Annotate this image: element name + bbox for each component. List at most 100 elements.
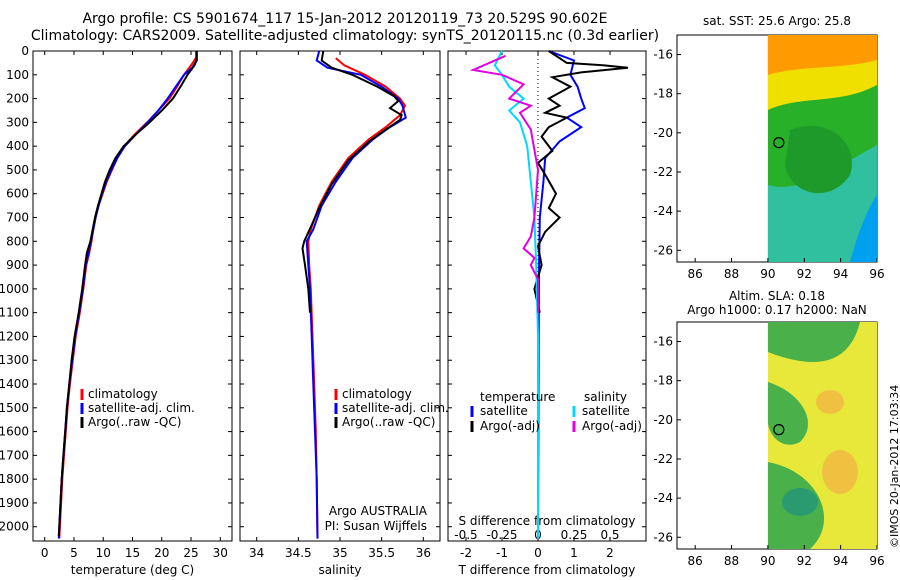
temperature-profile-frame — [32, 50, 233, 542]
map-x-tick-label: 94 — [833, 554, 848, 568]
legend-label: satellite — [480, 404, 528, 418]
top-axis-label: S difference from climatology — [459, 514, 636, 528]
sst-eddy — [785, 126, 852, 194]
map-y-tick-label: -24 — [653, 204, 673, 218]
series-line-s-argo-adj- — [469, 54, 540, 313]
salinity-profile-frame — [239, 50, 441, 542]
annotation-line: PI: Susan Wijffels — [325, 519, 427, 533]
sla-teal-spot — [782, 488, 818, 516]
x-tick-label: 2 — [606, 546, 614, 560]
legend-label: satellite — [582, 404, 630, 418]
map-x-tick-label: 86 — [688, 267, 703, 281]
s-tick-label: 0.25 — [561, 528, 588, 542]
y-tick-label: 300 — [6, 115, 29, 129]
series-line-argo-raw-qc- — [57, 51, 198, 537]
sla-map-title-1: Altim. SLA: 0.18 — [729, 289, 825, 303]
x-tick-label: 0 — [534, 546, 542, 560]
legend-label: Argo(..raw -QC) — [342, 415, 435, 429]
x-tick-label: 35.5 — [368, 546, 395, 560]
series-line-s-satellite — [493, 50, 539, 539]
series-line-t-argo-adj- — [533, 50, 629, 313]
legend-label: Argo(-adj) — [480, 419, 540, 433]
s-tick-label: 0.5 — [600, 528, 619, 542]
map-y-tick-label: -18 — [653, 374, 673, 388]
x-tick-label: 30 — [213, 546, 228, 560]
sla-low-north — [767, 322, 860, 362]
x-tick-label: 1 — [570, 546, 578, 560]
map-x-tick-label: 92 — [797, 554, 812, 568]
y-tick-label: 1300 — [0, 353, 29, 367]
legend-title-salinity: salinity — [584, 390, 627, 404]
difference-profile-frame — [447, 50, 647, 542]
y-tick-label: 700 — [6, 211, 29, 225]
legend-title-temperature: temperature — [480, 390, 555, 404]
legend-label: Argo(-adj) — [582, 419, 642, 433]
footer-credit: ©IMOS 20-Jan-2012 17:03:34 — [888, 384, 900, 548]
legend-label: satellite-adj. clim. — [88, 401, 195, 415]
y-tick-label: 600 — [6, 187, 29, 201]
sst-warm-band — [767, 35, 877, 75]
map-y-tick-label: -20 — [653, 413, 673, 427]
legend-label: satellite-adj. clim. — [342, 401, 449, 415]
page-header: Argo profile: CS 5901674_117 15-Jan-2012… — [0, 11, 690, 45]
map-y-tick-label: -22 — [653, 165, 673, 179]
x-tick-label: 15 — [125, 546, 140, 560]
title-line-1: Argo profile: CS 5901674_117 15-Jan-2012… — [82, 11, 608, 27]
map-y-tick-label: -18 — [653, 87, 673, 101]
y-tick-label: 1400 — [0, 377, 29, 391]
map-x-tick-label: 92 — [797, 267, 812, 281]
salinity-profile-panel: 34 34.5 35 35.5 36 salinity climatologysatelli… — [239, 50, 449, 577]
legend-label: Argo(..raw -QC) — [88, 415, 181, 429]
y-tick-label: 100 — [6, 68, 29, 82]
sst-map: sat. SST: 25.6 Argo: 25.8 86 88 90 92 94 96 -16… — [653, 14, 884, 281]
map-y-tick-label: -16 — [653, 48, 673, 62]
series-line-argo-raw-qc- — [301, 50, 403, 313]
sla-high-spot — [822, 450, 858, 494]
map-y-tick-label: -20 — [653, 126, 673, 140]
map-y-tick-label: -26 — [653, 243, 673, 257]
y-tick-label: 200 — [6, 92, 29, 106]
map-y-tick-label: -16 — [653, 335, 673, 349]
y-tick-label: 800 — [6, 234, 29, 248]
x-tick-label: 36 — [416, 546, 431, 560]
map-x-tick-label: 90 — [760, 554, 775, 568]
s-tick-label: -0.5 — [454, 528, 477, 542]
x-tick-label: -1 — [496, 546, 508, 560]
y-tick-label: 1200 — [0, 329, 29, 343]
sst-map-title: sat. SST: 25.6 Argo: 25.8 — [703, 14, 851, 28]
x-tick-label: 10 — [96, 546, 111, 560]
map-x-tick-label: 96 — [869, 554, 884, 568]
y-tick-label: 1700 — [0, 448, 29, 462]
temperature-profile-panel: 0100200300400500600700800900100011001200… — [0, 44, 233, 577]
series-line-satellite-adj-clim- — [305, 50, 407, 539]
map-x-tick-label: 96 — [869, 267, 884, 281]
x-axis-label: T difference from climatology — [458, 563, 636, 577]
y-tick-label: 1500 — [0, 401, 29, 415]
title-line-2: Climatology: CARS2009. Satellite-adjuste… — [30, 28, 660, 44]
y-tick-label: 1800 — [0, 472, 29, 486]
y-tick-label: 1100 — [0, 306, 29, 320]
map-x-tick-label: 88 — [724, 267, 739, 281]
y-tick-label: 900 — [6, 258, 29, 272]
sst-cold-band — [850, 195, 877, 262]
legend-label: climatology — [342, 387, 412, 401]
map-x-tick-label: 94 — [833, 267, 848, 281]
x-axis-label: temperature (deg C) — [71, 563, 194, 577]
y-tick-label: 1600 — [0, 425, 29, 439]
map-y-tick-label: -22 — [653, 452, 673, 466]
x-tick-label: 5 — [70, 546, 78, 560]
x-tick-label: 25 — [183, 546, 198, 560]
sla-low-center — [767, 382, 809, 445]
map-x-tick-label: 88 — [724, 554, 739, 568]
sla-high-spot — [816, 390, 844, 414]
x-tick-label: 35 — [332, 546, 347, 560]
x-tick-label: 0 — [41, 546, 49, 560]
s-tick-label: -0.25 — [486, 528, 517, 542]
y-tick-label: 1000 — [0, 282, 29, 296]
annotation-line: Argo AUSTRALIA — [329, 504, 428, 518]
sla-map-title-2: Argo h1000: 0.17 h2000: NaN — [687, 303, 867, 317]
map-x-tick-label: 86 — [688, 554, 703, 568]
y-tick-label: 2000 — [0, 520, 29, 534]
